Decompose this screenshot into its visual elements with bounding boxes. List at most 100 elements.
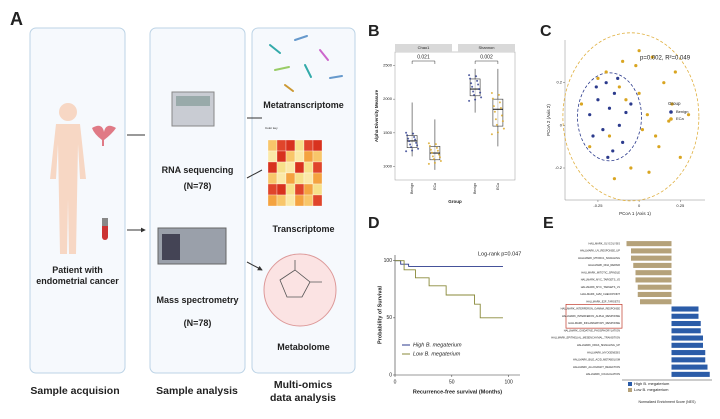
heatmap-cell bbox=[303, 161, 314, 174]
bar bbox=[635, 270, 672, 276]
bar bbox=[671, 306, 699, 312]
heatmap-cell bbox=[285, 183, 296, 196]
jitter-dot bbox=[413, 135, 416, 138]
x-tick-label: 0 bbox=[394, 379, 397, 385]
p-value: 0.021 bbox=[417, 54, 430, 60]
jitter-dot bbox=[471, 85, 474, 88]
y-axis-label: PCoA 2 (Axis 2) bbox=[546, 104, 551, 136]
x-tick-label: 100 bbox=[504, 379, 513, 385]
heatmap-cell bbox=[267, 194, 278, 207]
ellipse bbox=[562, 32, 700, 202]
legend-title: Group bbox=[668, 101, 681, 106]
legend-label: ECa bbox=[676, 116, 685, 121]
heatmap-cell bbox=[303, 139, 314, 152]
heatmap-cell bbox=[303, 150, 314, 163]
jitter-dot bbox=[437, 153, 440, 156]
point bbox=[604, 70, 608, 74]
bar bbox=[671, 364, 708, 370]
bar bbox=[633, 262, 672, 268]
jitter-dot bbox=[406, 134, 409, 137]
jitter-dot bbox=[432, 158, 435, 161]
point bbox=[637, 49, 641, 53]
heatmap-cell bbox=[276, 194, 287, 207]
jitter-dot bbox=[469, 77, 472, 80]
heatmap-cell bbox=[303, 194, 314, 207]
jitter-dot bbox=[497, 93, 500, 96]
point bbox=[621, 140, 625, 144]
heatmap-cell bbox=[285, 172, 296, 185]
bar bbox=[626, 241, 672, 247]
omics-label: Metatranscriptome bbox=[263, 100, 344, 110]
jitter-dot bbox=[410, 146, 413, 149]
jitter-dot bbox=[476, 79, 479, 82]
point bbox=[612, 91, 617, 95]
method-n: (N=78) bbox=[183, 318, 212, 328]
bar bbox=[671, 350, 706, 356]
jitter-dot bbox=[436, 149, 439, 152]
x-tick-label: Benign bbox=[473, 183, 477, 194]
p-value: 0.002 bbox=[480, 54, 493, 60]
jitter-dot bbox=[429, 148, 432, 151]
heatmap-cell bbox=[303, 172, 314, 185]
point bbox=[611, 149, 615, 153]
bar bbox=[671, 328, 701, 334]
legend-swatch bbox=[669, 117, 673, 121]
p-bracket bbox=[474, 60, 499, 64]
panel-label: C bbox=[540, 23, 552, 40]
bar bbox=[631, 248, 672, 254]
heatmap-cell bbox=[312, 172, 323, 185]
heatmap-cell bbox=[276, 172, 287, 185]
category-label: HALLMARK_G2M_CHECKPOINT bbox=[581, 292, 621, 296]
ellipse bbox=[577, 72, 642, 162]
jitter-dot bbox=[411, 149, 414, 152]
heatmap-cell bbox=[267, 172, 278, 185]
y-tick-label: 0 bbox=[389, 372, 392, 378]
point bbox=[607, 106, 612, 110]
y-tick-label: 50 bbox=[386, 315, 392, 321]
category-label: HALLMARK_INFLAMMATORY_RESPONSE bbox=[568, 321, 620, 325]
jitter-dot bbox=[500, 114, 503, 117]
bar bbox=[635, 277, 672, 283]
survival-line bbox=[395, 260, 503, 267]
point bbox=[591, 134, 595, 138]
heatmap-cell bbox=[267, 161, 278, 174]
bar bbox=[671, 313, 699, 319]
point bbox=[594, 85, 598, 89]
jitter-dot bbox=[495, 123, 498, 126]
heatmap-cell bbox=[285, 161, 296, 174]
y-tick-label: 1000 bbox=[383, 164, 393, 169]
heatmap-cell bbox=[312, 150, 323, 163]
bar bbox=[671, 342, 703, 348]
category-label: HALLMARK_GLYCOLYSIS bbox=[589, 241, 621, 245]
x-axis-label: Normalized Enrichment Score (NES) bbox=[639, 400, 696, 404]
point bbox=[579, 102, 584, 106]
jitter-dot bbox=[490, 133, 493, 136]
point bbox=[653, 134, 658, 138]
y-tick-label: 0.2 bbox=[556, 80, 562, 85]
category-label: HALLMARK_BILE_ACID_METABOLISM bbox=[573, 358, 620, 362]
jitter-dot bbox=[407, 137, 410, 140]
jitter-dot bbox=[479, 91, 482, 94]
y-tick-label: 2000 bbox=[383, 96, 393, 101]
jitter-dot bbox=[417, 147, 420, 150]
jitter-dot bbox=[430, 151, 433, 154]
box bbox=[492, 98, 504, 127]
jitter-dot bbox=[502, 127, 505, 130]
heatmap-cell bbox=[267, 150, 278, 163]
y-tick-label: 0 bbox=[560, 122, 563, 127]
jitter-dot bbox=[438, 156, 441, 159]
omics-label: Transcriptome bbox=[272, 224, 335, 234]
heatmap-cell bbox=[285, 150, 296, 163]
point bbox=[624, 110, 628, 115]
bar bbox=[631, 255, 672, 261]
jitter-dot bbox=[501, 120, 504, 123]
category-label: HALLMARK_COAGULATION bbox=[586, 372, 620, 376]
heatmap-cell bbox=[267, 139, 278, 152]
method-label: RNA sequencing bbox=[161, 165, 234, 175]
heatmap-cell bbox=[312, 183, 323, 196]
jitter-dot bbox=[416, 144, 419, 147]
heatmap-cell bbox=[276, 150, 287, 163]
legend-label: Low B. megaterium bbox=[413, 351, 461, 357]
heatmap-cell bbox=[294, 139, 305, 152]
